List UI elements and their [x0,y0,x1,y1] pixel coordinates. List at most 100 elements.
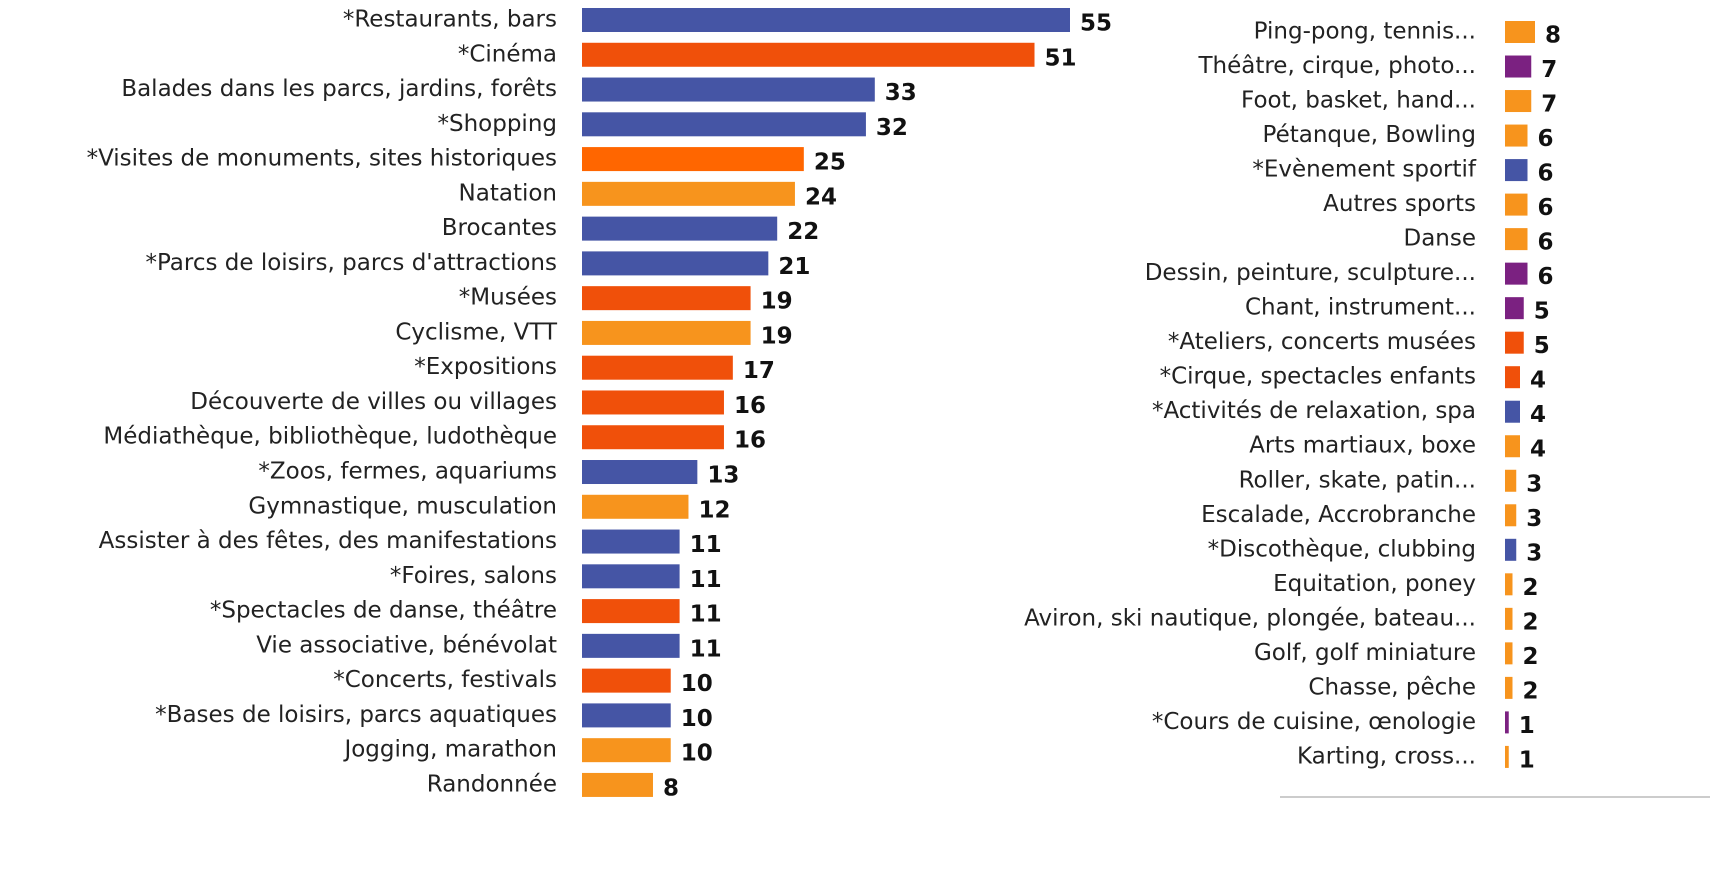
category-label: Cyclisme, VTT [395,319,558,345]
bar [582,286,751,311]
bar [582,112,866,137]
category-label: *Concerts, festivals [333,667,557,693]
category-label: *Spectacles de danse, théâtre [210,598,557,624]
bar [582,216,778,241]
bar [582,390,724,415]
category-label: Chasse, pêche [1308,674,1476,700]
category-label: Karting, cross... [1297,743,1476,769]
bar [1505,504,1517,527]
category-label: Ping-pong, tennis... [1254,19,1476,45]
category-label: Golf, golf miniature [1254,640,1476,666]
category-label: *Visites de monuments, sites historiques [87,146,557,172]
bar [1505,228,1528,251]
value-label: 25 [814,150,846,176]
category-label: Equitation, poney [1273,571,1476,597]
category-label: *Parcs de loisirs, parcs d'attractions [145,250,557,276]
category-label: Jogging, marathon [342,737,557,763]
value-label: 22 [787,219,819,245]
category-label: Chant, instrument... [1245,295,1476,321]
value-label: 32 [876,115,908,141]
value-label: 2 [1523,609,1539,635]
value-label: 19 [761,289,793,315]
bar [1505,262,1528,285]
value-label: 8 [1545,23,1561,49]
bar [582,425,724,450]
category-label: Balades dans les parcs, jardins, forêts [121,76,557,102]
bar [1505,297,1524,320]
bar [582,564,680,589]
value-label: 6 [1538,264,1554,290]
value-label: 1 [1519,747,1535,773]
bar [582,529,680,554]
bar [582,42,1035,67]
bar [1505,676,1513,699]
value-label: 3 [1526,506,1542,532]
category-label: Brocantes [442,215,557,241]
bar [1505,55,1532,78]
value-label: 2 [1523,644,1539,670]
bar [1505,331,1524,354]
category-label: *Cinéma [458,41,557,67]
category-label: *Discothèque, clubbing [1208,536,1476,562]
value-label: 11 [690,567,722,593]
value-label: 7 [1541,92,1557,118]
category-label: Randonnée [427,771,557,797]
bar [1505,193,1528,216]
value-label: 11 [690,636,722,662]
value-label: 8 [663,775,679,801]
category-label: Découverte de villes ou villages [190,389,557,415]
category-label: *Shopping [437,111,557,137]
bar [1505,400,1520,423]
value-label: 6 [1538,161,1554,187]
bar [1505,745,1509,768]
value-label: 13 [707,463,739,489]
value-label: 51 [1045,45,1077,71]
bar [582,251,769,276]
category-label: *Bases de loisirs, parcs aquatiques [155,702,557,728]
value-label: 21 [778,254,810,280]
bar [1505,159,1528,182]
value-label: 4 [1530,402,1546,428]
bar [582,181,795,206]
value-label: 4 [1530,437,1546,463]
category-label: *Cirque, spectacles enfants [1160,364,1476,390]
value-label: 11 [690,602,722,628]
category-label: Aviron, ski nautique, plongée, bateau... [1024,605,1476,631]
bar [1505,90,1532,113]
value-label: 2 [1523,575,1539,601]
value-label: 6 [1538,230,1554,256]
value-label: 7 [1541,57,1557,83]
bar [582,599,680,624]
category-label: Foot, basket, hand... [1241,88,1476,114]
value-label: 6 [1538,126,1554,152]
bar [582,738,671,763]
category-label: Autres sports [1323,191,1476,217]
value-label: 4 [1530,368,1546,394]
bar [1505,573,1513,596]
bar [582,320,751,345]
bar [1505,642,1513,665]
category-label: Roller, skate, patin... [1239,467,1476,493]
category-label: *Zoos, fermes, aquariums [258,459,557,485]
bar [582,703,671,728]
bar [582,494,689,519]
bar [1505,124,1528,147]
value-label: 55 [1080,11,1112,37]
bar [582,633,680,658]
value-label: 12 [698,497,730,523]
value-label: 11 [690,532,722,558]
value-label: 10 [681,706,713,732]
bar [582,77,875,102]
category-label: Vie associative, bénévolat [256,632,557,658]
category-label: Gymnastique, musculation [248,493,557,519]
bar [582,668,671,693]
value-label: 2 [1523,678,1539,704]
value-label: 10 [681,671,713,697]
category-label: *Evènement sportif [1252,157,1477,183]
value-label: 24 [805,184,837,210]
category-label: Médiathèque, bibliothèque, ludothèque [103,424,557,450]
value-label: 33 [885,80,917,106]
value-label: 5 [1534,299,1550,325]
category-label: Théâtre, cirque, photo... [1197,53,1476,79]
